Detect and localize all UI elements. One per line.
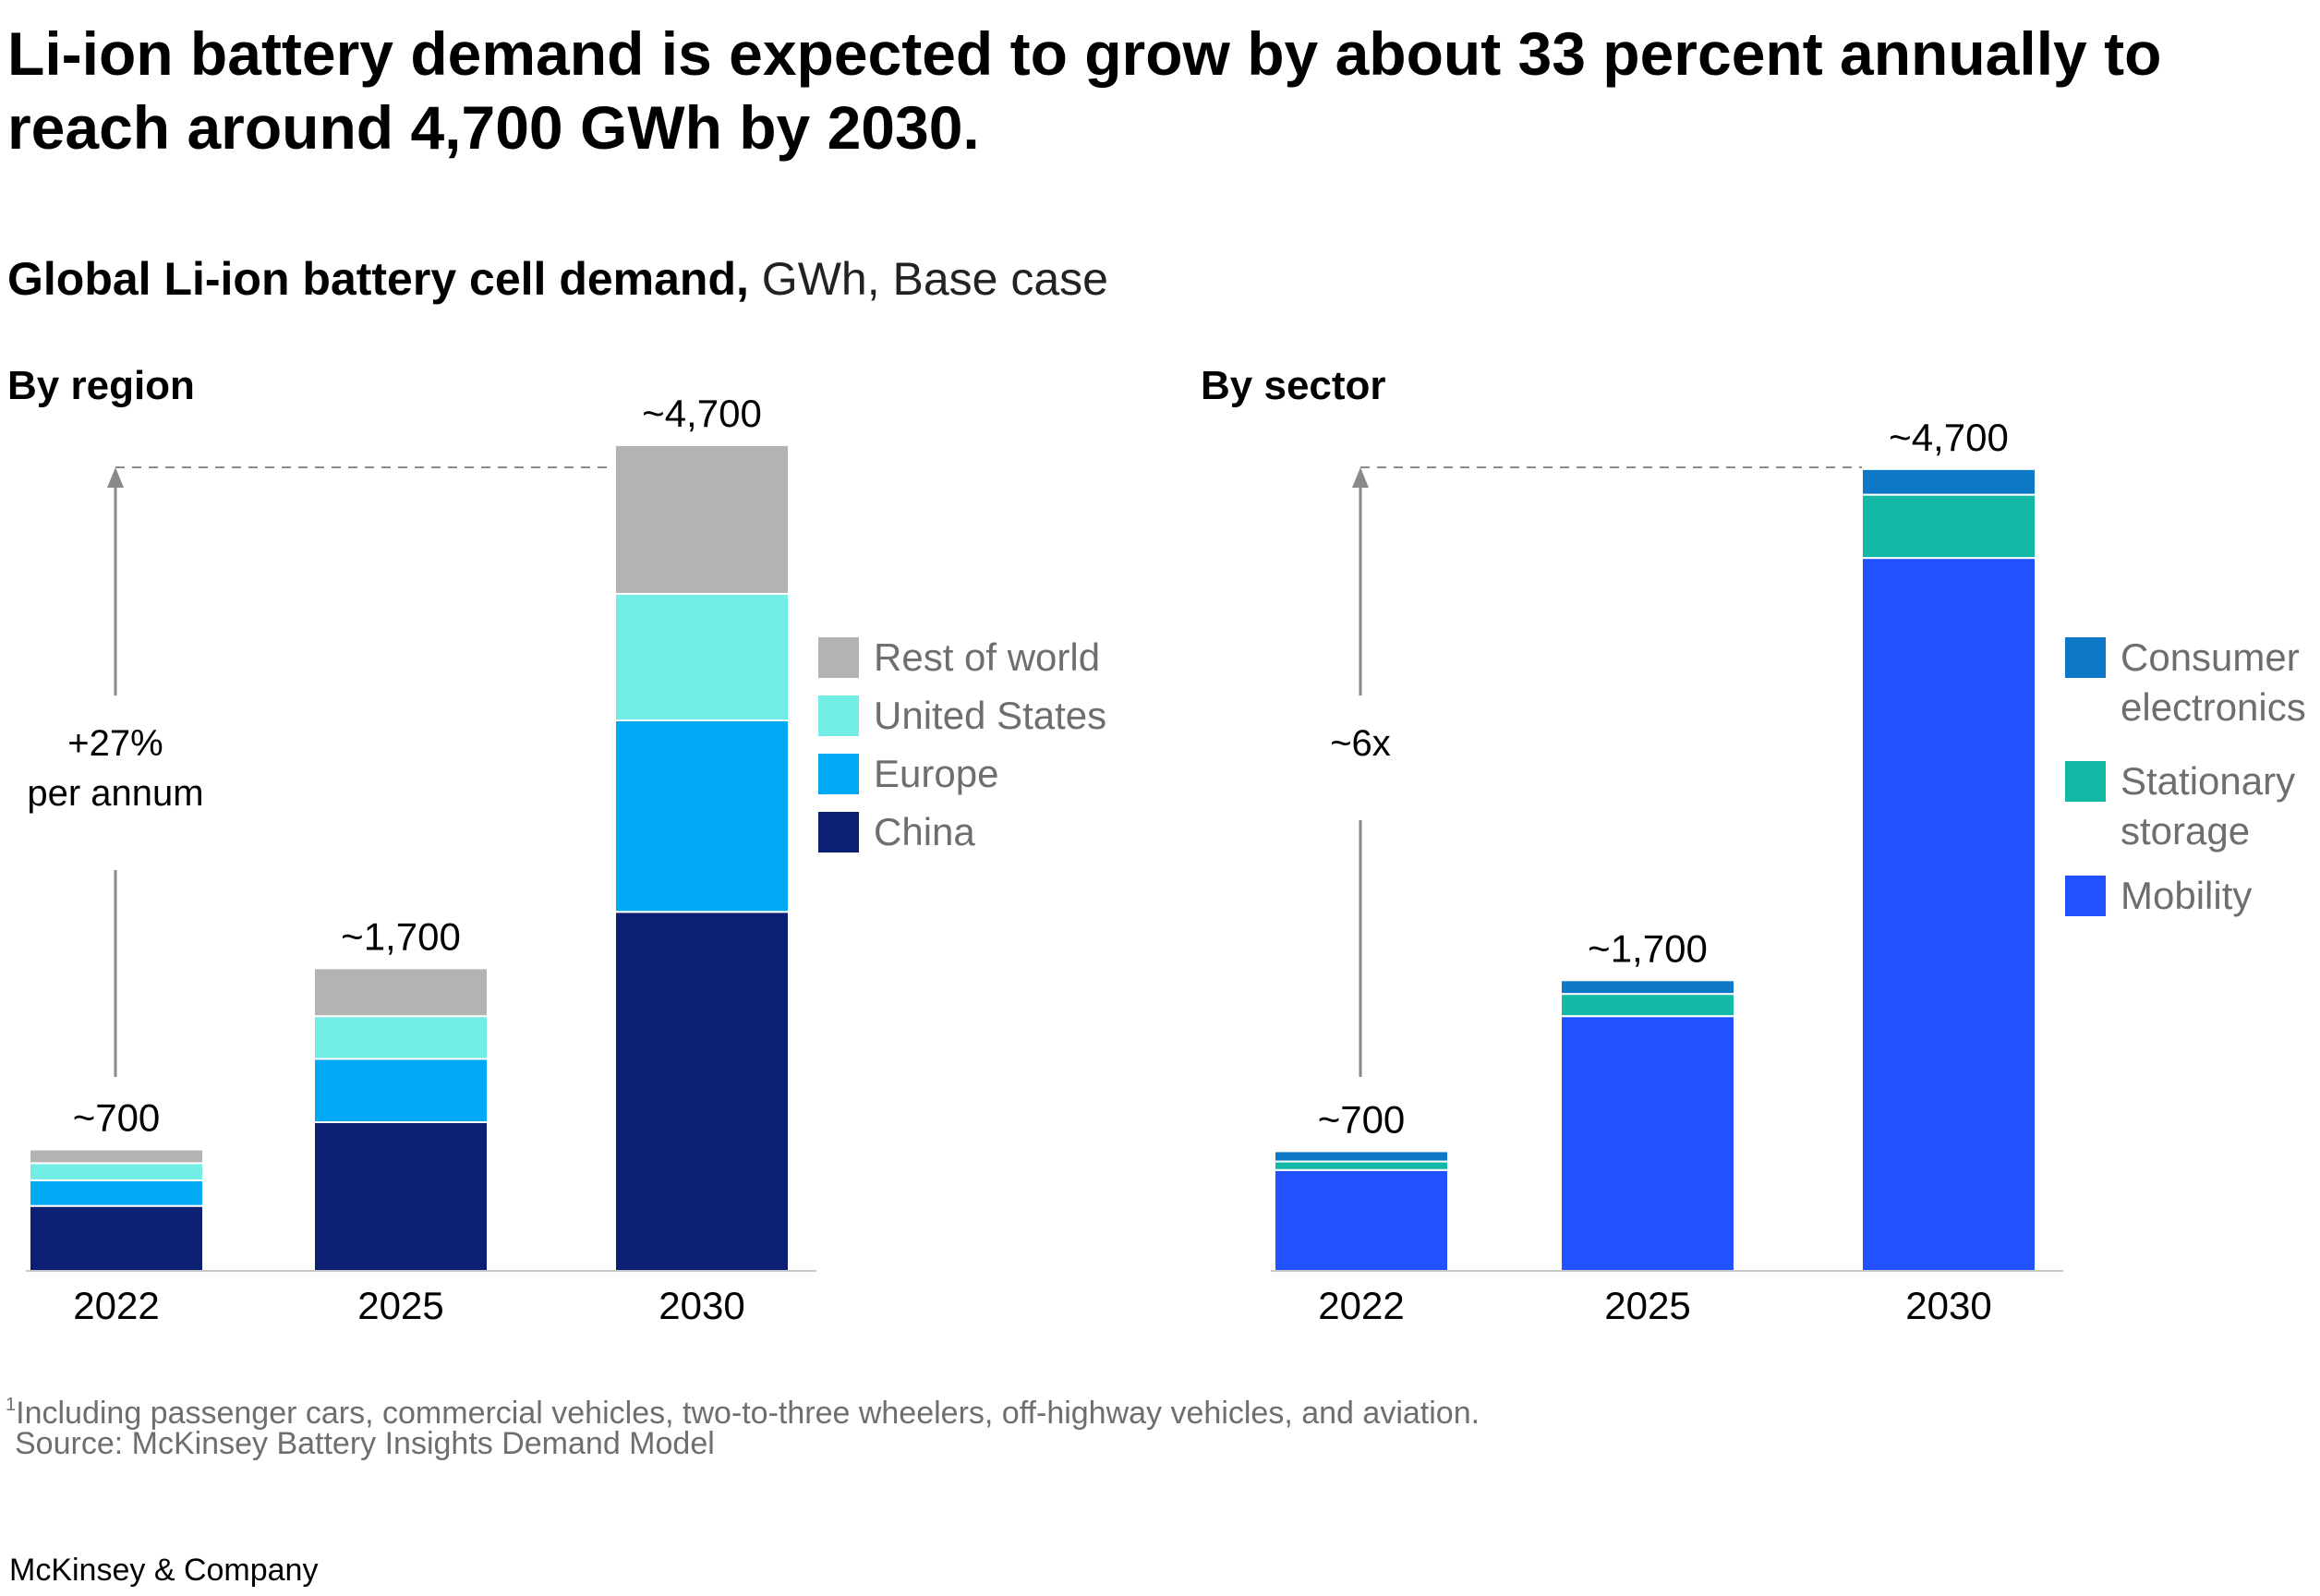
growth-annotation: +27% xyxy=(67,723,163,764)
bar-total-label: ~700 xyxy=(1318,1097,1406,1141)
x-tick-label: 2025 xyxy=(1604,1284,1690,1327)
subtitle-bold: Global Li-ion battery cell demand, xyxy=(7,253,749,305)
legend-label: Mobility xyxy=(2121,874,2252,917)
bar-segment xyxy=(1861,557,2036,1272)
brand-logo-text: McKinsey & Company xyxy=(9,1553,319,1588)
bar-segment xyxy=(313,1120,489,1272)
bar-total-label: ~4,700 xyxy=(1889,416,2009,459)
legend-swatch xyxy=(2065,637,2106,678)
footnote: 1Including passenger cars, commercial ve… xyxy=(6,1385,1480,1433)
bar-segment xyxy=(1560,1015,1735,1273)
growth-annotation: per annum xyxy=(27,773,203,814)
bar-segment xyxy=(614,592,790,721)
footnote-marker: 1 xyxy=(6,1395,17,1415)
legend-label: Consumer xyxy=(2121,635,2300,679)
legend-label: China xyxy=(874,810,975,853)
bar-segment xyxy=(614,911,790,1273)
bar-total-label: ~1,700 xyxy=(1588,926,1708,970)
bar-segment xyxy=(29,1162,204,1181)
bar-total-label: ~700 xyxy=(73,1096,161,1140)
legend-swatch xyxy=(2065,876,2106,916)
legend-swatch xyxy=(818,812,859,852)
bar-segment xyxy=(1274,1150,1449,1163)
legend-label: Europe xyxy=(874,752,998,795)
growth-arrowhead-icon xyxy=(1352,467,1369,488)
chart-subtitle: Global Li-ion battery cell demand, GWh, … xyxy=(7,251,1108,307)
subtitle-rest: GWh, Base case xyxy=(748,253,1108,305)
x-tick-label: 2022 xyxy=(73,1284,159,1327)
chart-panel-sector: By sector ~6x ~700 2022 ~1,700 2025 ~4,700 2030… xyxy=(1201,363,2306,1327)
bar-segment xyxy=(1861,493,2036,560)
bar-total-label: ~1,700 xyxy=(341,914,461,958)
growth-annotation: ~6x xyxy=(1330,723,1391,764)
bar-total-label: ~4,700 xyxy=(642,392,762,435)
x-tick-label: 2025 xyxy=(357,1284,443,1327)
bar-segment xyxy=(1274,1160,1449,1171)
x-tick-label: 2030 xyxy=(1905,1284,1991,1327)
legend-swatch xyxy=(818,695,859,736)
legend-swatch xyxy=(818,754,859,794)
bar-segment xyxy=(29,1148,204,1165)
bar-segment xyxy=(1560,993,1735,1018)
legend-label: Stationary xyxy=(2121,759,2295,803)
bar-segment xyxy=(1274,1168,1449,1272)
legend-label: United States xyxy=(874,694,1106,737)
bar-segment xyxy=(614,719,790,913)
panel-title: By sector xyxy=(1201,363,1386,408)
legend-label: electronics xyxy=(2121,685,2306,729)
x-tick-label: 2030 xyxy=(659,1284,744,1327)
x-tick-label: 2022 xyxy=(1318,1284,1404,1327)
source-note: Source: McKinsey Battery Insights Demand… xyxy=(15,1426,715,1461)
panel-title: By region xyxy=(7,363,195,408)
bar-segment xyxy=(313,1058,489,1123)
bar-segment xyxy=(313,1015,489,1060)
headline: Li-ion battery demand is expected to gro… xyxy=(7,19,2162,162)
growth-arrowhead-icon xyxy=(107,467,124,488)
legend-swatch xyxy=(2065,761,2106,802)
bar-segment xyxy=(1560,979,1735,996)
footnote-text: Including passenger cars, commercial veh… xyxy=(16,1396,1480,1431)
bar-segment xyxy=(614,443,790,595)
legend-swatch xyxy=(818,637,859,678)
legend-label: storage xyxy=(2121,809,2250,852)
legend-label: Rest of world xyxy=(874,635,1100,679)
bar-segment xyxy=(29,1179,204,1207)
chart-panel-region: By region +27% per annum ~700 2022 ~1,700 2025… xyxy=(7,363,1106,1327)
bar-segment xyxy=(313,967,489,1018)
bar-segment xyxy=(1861,467,2036,496)
bar-segment xyxy=(29,1204,204,1272)
